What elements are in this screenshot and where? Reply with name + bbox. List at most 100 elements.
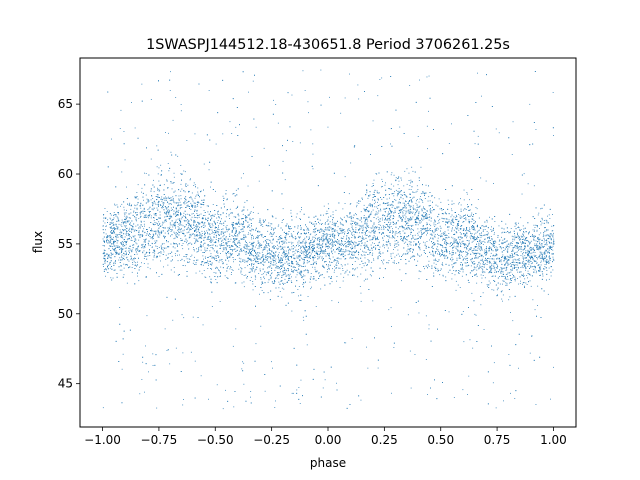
data-point: [530, 248, 532, 250]
data-point: [551, 225, 553, 227]
data-point: [442, 262, 443, 264]
data-point: [489, 266, 491, 268]
data-point: [145, 235, 147, 236]
data-point: [489, 216, 490, 218]
data-point: [460, 264, 461, 266]
data-point: [512, 320, 514, 322]
data-point: [461, 266, 463, 268]
data-point: [523, 236, 525, 238]
data-point: [283, 248, 284, 250]
data-point: [357, 244, 359, 246]
data-point: [511, 235, 513, 237]
data-point: [362, 232, 364, 234]
data-point: [143, 223, 145, 225]
data-point: [366, 223, 368, 225]
data-point: [152, 235, 154, 237]
data-point: [186, 205, 188, 207]
data-point: [410, 182, 411, 184]
data-point: [131, 231, 132, 233]
data-point: [400, 194, 402, 195]
data-point: [340, 273, 342, 275]
data-point: [320, 288, 322, 290]
data-point: [351, 232, 353, 233]
data-point: [103, 255, 105, 257]
data-point: [332, 245, 334, 247]
data-point: [461, 265, 463, 266]
data-point: [403, 232, 405, 234]
data-point: [318, 272, 320, 273]
data-point: [351, 251, 353, 253]
data-point: [219, 223, 221, 225]
data-point: [146, 217, 148, 218]
data-point: [378, 252, 380, 254]
data-point: [281, 219, 283, 221]
data-point: [452, 219, 454, 221]
data-point: [124, 258, 125, 260]
data-point: [467, 265, 469, 267]
data-point: [341, 223, 343, 225]
data-point: [303, 274, 304, 276]
data-point: [218, 214, 220, 215]
data-point: [510, 269, 511, 271]
data-point: [242, 361, 243, 363]
data-point: [339, 267, 341, 269]
data-point: [201, 245, 202, 247]
data-point: [258, 222, 260, 223]
data-point: [116, 226, 118, 228]
data-point: [278, 287, 280, 289]
data-point: [199, 232, 201, 234]
data-point: [215, 241, 217, 242]
data-point: [536, 246, 538, 248]
data-point: [136, 243, 138, 245]
data-point: [282, 160, 284, 162]
data-point: [551, 242, 553, 244]
data-point: [249, 229, 251, 231]
data-point: [329, 221, 331, 223]
data-point: [337, 257, 339, 259]
data-point: [267, 292, 269, 294]
data-point: [494, 221, 496, 222]
data-point: [268, 222, 270, 224]
data-point: [508, 256, 510, 258]
data-point: [132, 263, 134, 265]
data-point: [515, 252, 517, 253]
data-point: [488, 280, 490, 282]
data-point: [366, 190, 368, 192]
data-point: [280, 235, 282, 237]
data-point: [354, 251, 356, 253]
data-point: [144, 391, 145, 393]
data-point: [483, 251, 485, 253]
data-point: [212, 231, 214, 233]
data-point: [413, 207, 414, 209]
data-point: [180, 238, 182, 239]
data-point: [460, 245, 461, 247]
data-point: [481, 241, 483, 243]
data-point: [427, 148, 428, 150]
data-point: [315, 271, 317, 273]
data-point: [523, 252, 525, 253]
data-point: [336, 267, 338, 269]
data-point: [366, 207, 368, 208]
data-point: [103, 258, 105, 260]
data-point: [128, 233, 130, 235]
data-point: [407, 210, 409, 211]
data-point: [350, 162, 352, 164]
data-point: [470, 234, 472, 236]
data-point: [435, 224, 437, 226]
data-point: [257, 237, 259, 239]
data-point: [552, 258, 554, 260]
data-point: [384, 203, 386, 205]
data-point: [476, 208, 478, 210]
data-point: [137, 234, 139, 236]
data-point: [467, 253, 469, 255]
data-point: [412, 229, 414, 230]
data-point: [538, 212, 540, 214]
data-point: [137, 184, 139, 186]
data-point: [424, 215, 426, 216]
data-point: [284, 240, 286, 242]
data-point: [455, 214, 457, 216]
data-point: [152, 202, 153, 204]
data-point: [225, 216, 227, 218]
data-point: [129, 266, 131, 268]
data-point: [451, 200, 453, 202]
